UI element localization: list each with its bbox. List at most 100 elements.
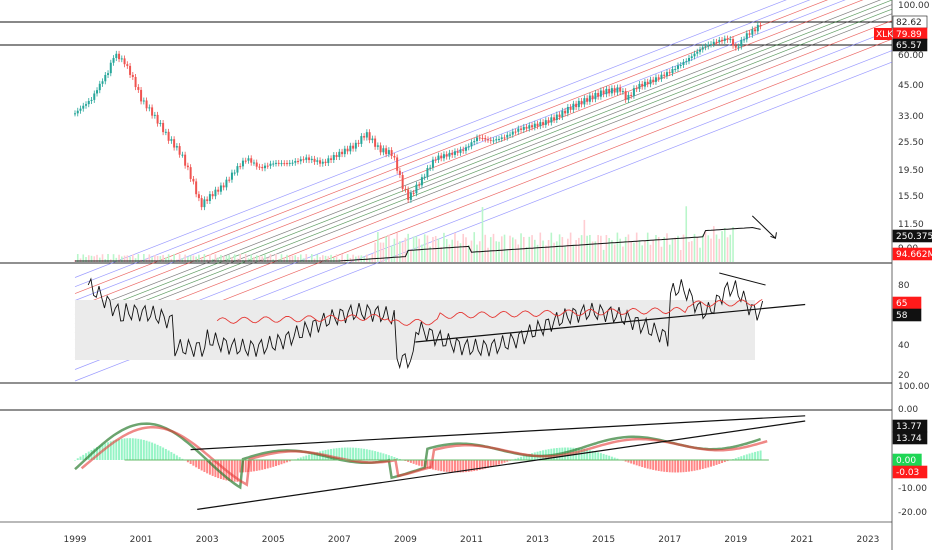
volume-bar	[437, 238, 440, 262]
volume-bar	[707, 235, 710, 262]
volume-bar	[404, 237, 407, 262]
candle-body	[522, 126, 525, 130]
candle-body	[316, 160, 319, 162]
candle-body	[500, 137, 503, 139]
macd-histogram-bar	[299, 457, 302, 460]
volume-bar	[313, 258, 316, 262]
candle-body	[341, 151, 344, 155]
macd-histogram-bar	[195, 460, 198, 468]
macd-histogram-bar	[674, 460, 677, 473]
candle-body	[109, 62, 112, 74]
macd-histogram-bar	[352, 447, 355, 460]
macd-histogram-bar	[393, 457, 396, 460]
candle-body	[732, 39, 735, 46]
candle-body	[652, 79, 655, 82]
volume-bar	[506, 250, 509, 262]
macd-histogram-bar	[178, 457, 181, 460]
volume-bar	[674, 237, 677, 262]
candle-body	[79, 108, 82, 111]
macd-histogram-bar	[503, 460, 506, 463]
time-tick-label: 2007	[328, 535, 351, 545]
candle-body	[107, 73, 110, 75]
volume-bar	[699, 247, 701, 262]
volume-bar	[611, 240, 613, 262]
volume-bar	[630, 241, 632, 262]
time-tick-label: 2011	[460, 535, 483, 545]
candle-body	[520, 128, 523, 130]
volume-bar	[132, 254, 134, 262]
candle-body	[239, 166, 242, 168]
candle-body	[495, 139, 498, 141]
time-tick-label: 2005	[262, 535, 285, 545]
candle-body	[569, 107, 572, 110]
symbol-tag-bg	[874, 28, 892, 40]
macd-histogram-bar	[85, 453, 88, 460]
candle-body	[319, 160, 322, 164]
candle-body	[76, 110, 79, 114]
candle-body	[544, 120, 547, 125]
rsi-arrow-line	[719, 272, 766, 286]
macd-badge: 13.74	[896, 434, 922, 444]
candle-body	[676, 65, 679, 69]
macd-histogram-bar	[288, 460, 291, 462]
macd-histogram-bar	[679, 460, 682, 473]
volume-bar	[244, 254, 247, 262]
candle-body	[613, 88, 616, 93]
volume-bar	[360, 255, 363, 262]
candle-body	[393, 155, 396, 158]
candle-body	[153, 114, 156, 116]
candle-body	[175, 146, 178, 148]
candle-body	[531, 125, 534, 128]
volume-bar	[575, 240, 577, 262]
volume-bar	[696, 237, 699, 262]
candle-body	[200, 198, 203, 208]
candle-body	[189, 167, 192, 179]
macd-histogram-bar	[316, 452, 319, 460]
volume-bar	[129, 256, 131, 262]
volume-bar	[718, 238, 721, 262]
candle-body	[646, 81, 649, 85]
macd-histogram-bar	[462, 460, 465, 473]
candle-body	[721, 39, 724, 41]
volume-bar	[525, 246, 528, 262]
candle-body	[426, 168, 429, 177]
candle-body	[586, 98, 589, 102]
macd-histogram-bar	[272, 460, 275, 467]
candle-body	[134, 76, 137, 88]
candle-body	[641, 83, 644, 87]
volume-bar	[564, 246, 566, 262]
volume-bar	[377, 232, 379, 262]
candle-body	[363, 136, 366, 138]
macd-histogram-bar	[442, 460, 445, 472]
volume-bar	[649, 244, 652, 262]
volume-bar	[310, 254, 313, 262]
price-tick-label: 11.50	[898, 220, 924, 230]
volume-bar	[569, 232, 572, 262]
candle-body	[305, 157, 308, 160]
macd-histogram-bar	[740, 456, 743, 460]
volume-bar	[173, 254, 175, 262]
volume-bar	[635, 232, 638, 262]
candle-body	[274, 162, 277, 164]
candle-body	[299, 159, 302, 162]
macd-histogram-bar	[426, 460, 429, 469]
volume-bar	[390, 245, 393, 262]
candle-body	[195, 181, 198, 195]
macd-histogram-bar	[360, 448, 363, 460]
candle-body	[547, 120, 550, 123]
macd-histogram-bar	[649, 460, 652, 470]
candle-body	[327, 158, 330, 164]
macd-histogram-bar	[665, 460, 668, 473]
candle-body	[509, 134, 512, 136]
volume-bar	[627, 234, 630, 262]
volume-bar	[484, 234, 487, 262]
volume-bar	[600, 235, 602, 262]
candle-body	[170, 139, 173, 141]
volume-bar	[261, 256, 264, 262]
macd-histogram-bar	[459, 460, 462, 473]
price-badge-bg	[892, 229, 932, 243]
candle-body	[343, 148, 346, 155]
volume-bar	[396, 233, 398, 262]
macd-histogram-bar	[522, 455, 525, 460]
volume-bar	[203, 254, 206, 262]
